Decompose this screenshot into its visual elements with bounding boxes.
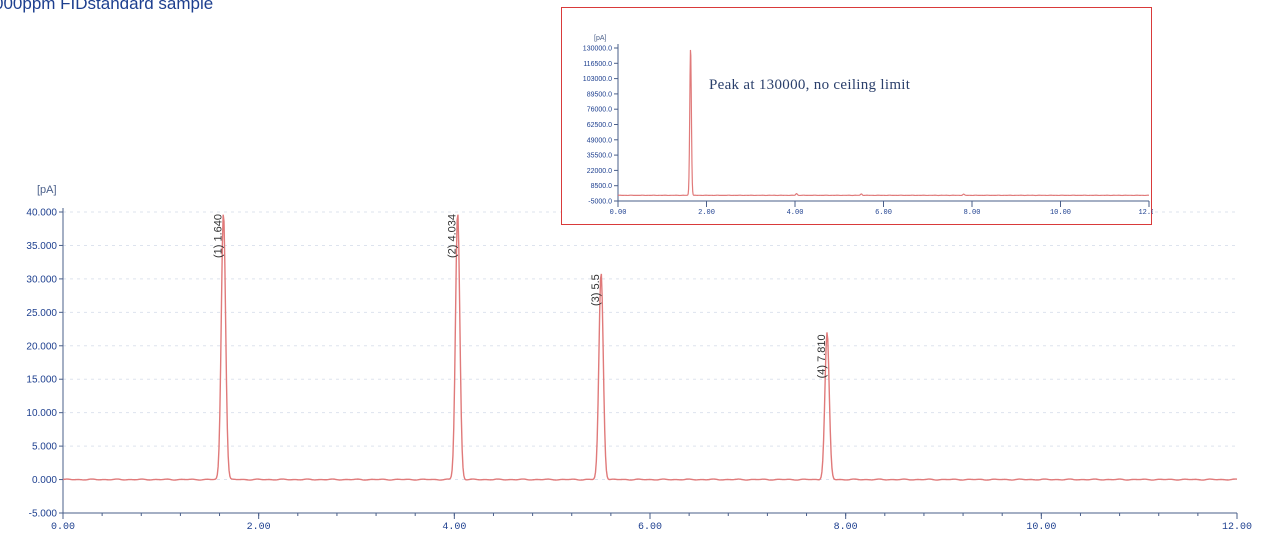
y-tick-label: 0.000 [32, 475, 57, 486]
y-tick-label: 35.000 [26, 241, 57, 252]
chromatogram-trace [62, 214, 1238, 481]
y-tick-label: -5.000 [29, 509, 58, 520]
peak-label: (4) 7.810 [816, 334, 828, 378]
x-tick-label: 10.00 [1026, 522, 1056, 533]
inset-chromatogram-panel: [pA] 130000.0 116500.0 103000.0 89500.0 76000… [561, 7, 1153, 225]
y-tick-label: 130000.0 [583, 45, 612, 52]
x-tick-label: 8.00 [834, 522, 858, 533]
x-tick-label: 2.00 [247, 522, 271, 533]
x-tick-label: 12.00 [1222, 522, 1252, 533]
chromatogram-trace [617, 49, 1150, 197]
y-tick-label: 15.000 [26, 375, 57, 386]
y-tick-label: 35500.0 [587, 153, 612, 160]
y-unit-label: [pA] [37, 184, 57, 196]
x-tick-label: 0.00 [51, 522, 75, 533]
x-tick-label: 6.00 [875, 209, 892, 217]
x-tick-label: 2.00 [698, 209, 715, 217]
x-tick-label: 12.00 [1138, 209, 1153, 217]
y-unit-label: [pA] [594, 35, 607, 42]
y-tick-label: 49000.0 [587, 137, 612, 144]
y-tick-label: -5000.0 [588, 198, 612, 205]
x-tick-label: 4.00 [442, 522, 466, 533]
y-tick-label: 76000.0 [587, 107, 612, 114]
y-tick-label: 30.000 [26, 274, 57, 285]
x-tick-label: 8.00 [964, 209, 981, 217]
y-tick-label: 8500.0 [591, 183, 613, 190]
peak-label: (3) 5.5 [590, 274, 602, 306]
y-tick-label: 116500.0 [583, 61, 612, 68]
peak-label: (2) 4.034 [447, 214, 459, 258]
inset-chromatogram: [pA] 130000.0 116500.0 103000.0 89500.0 76000… [583, 35, 1153, 217]
y-tick-label: 89500.0 [587, 91, 612, 98]
peak-label: (1) 1.640 [212, 214, 224, 258]
x-tick-label: 4.00 [787, 209, 804, 217]
x-tick-label: 10.00 [1050, 209, 1071, 217]
y-tick-label: 103000.0 [583, 76, 612, 83]
chart-title: 000ppm FIDstandard sample [0, 0, 214, 13]
y-tick-label: 25.000 [26, 308, 57, 319]
x-tick-label: 0.00 [610, 209, 627, 217]
y-tick-label: 22000.0 [587, 168, 612, 175]
inset-annotation: Peak at 130000, no ceiling limit [709, 77, 911, 93]
y-tick-label: 62500.0 [587, 122, 612, 129]
y-tick-label: 10.000 [26, 408, 57, 419]
y-tick-label: 5.000 [32, 442, 57, 453]
x-tick-label: 6.00 [638, 522, 662, 533]
y-tick-label: 20.000 [26, 341, 57, 352]
y-tick-label: 40.000 [26, 208, 57, 219]
